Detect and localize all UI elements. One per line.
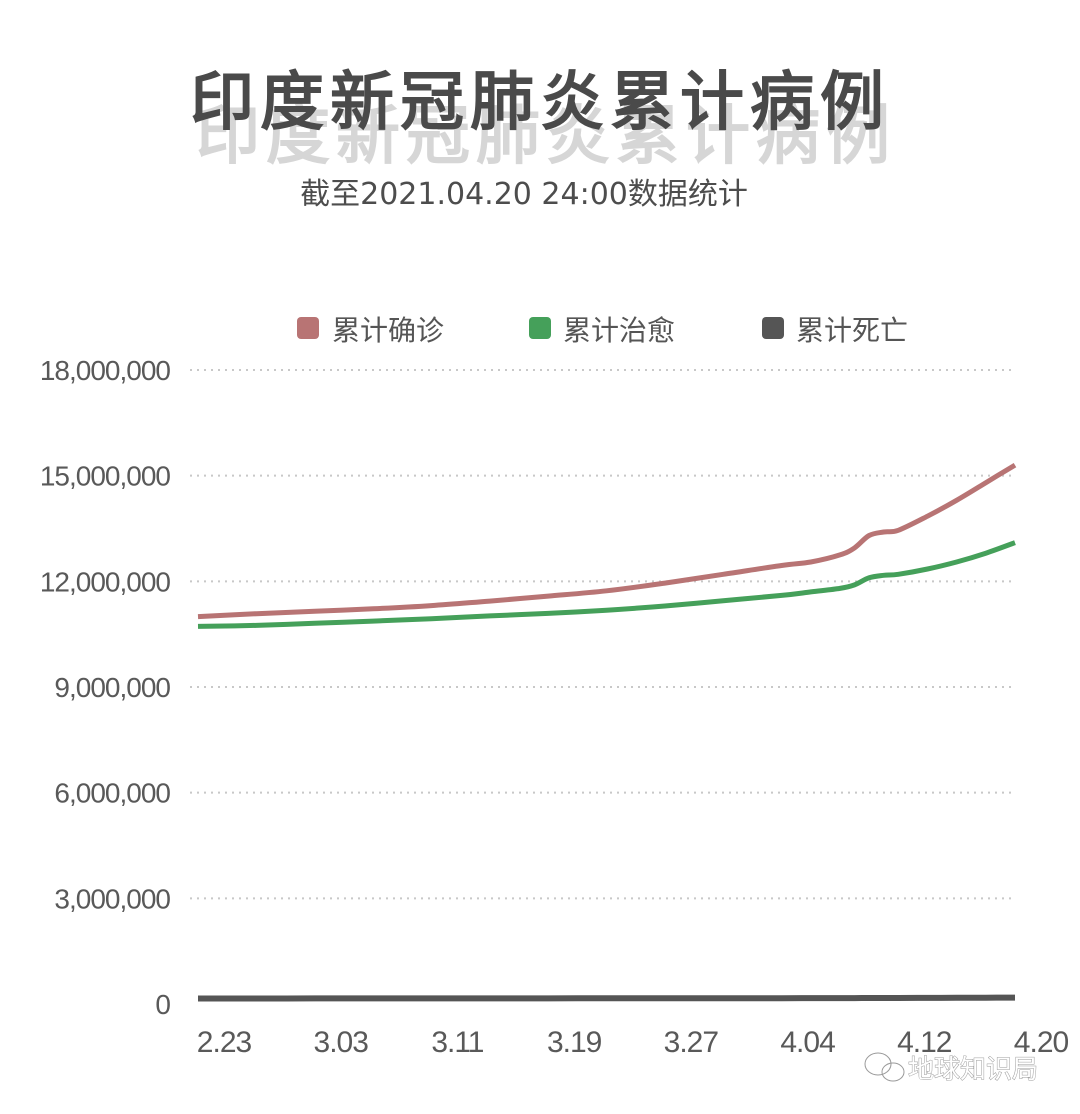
y-axis-ticks: 0 3,000,000 6,000,000 9,000,000 12,000,000 15…: [40, 355, 172, 1020]
y-tick-label: 3,000,000: [54, 883, 170, 914]
series-line-confirmed: [197, 462, 1017, 620]
legend-label-confirmed: 累计确诊: [332, 314, 444, 347]
series-line-deaths: [198, 994, 1016, 1002]
chart-subtitle: 截至2021.04.20 24:00数据统计: [300, 177, 748, 212]
x-tick-label: 4.20: [1014, 1026, 1069, 1059]
legend-label-recovered: 累计治愈: [563, 314, 675, 347]
y-tick-label: 12,000,000: [40, 566, 171, 597]
legend-swatch-deaths: [762, 317, 784, 339]
y-tick-label: 6,000,000: [54, 778, 170, 809]
y-tick-label: 0: [155, 989, 170, 1020]
series-lines: [197, 462, 1017, 1002]
x-tick-label: 3.03: [314, 1026, 369, 1059]
x-tick-label: 3.19: [547, 1026, 602, 1059]
x-tick-label: 3.27: [664, 1026, 719, 1059]
chart-title: 印度新冠肺炎累计病例: [190, 66, 890, 140]
wechat-icon: [863, 1051, 906, 1083]
gridlines: [190, 369, 1015, 900]
chart-title-shadow: 印度新冠肺炎累计病例: [196, 100, 896, 174]
x-tick-label: 2.23: [197, 1026, 252, 1059]
series-line-recovered: [197, 540, 1016, 629]
legend-swatch-confirmed: [297, 317, 319, 339]
y-tick-label: 18,000,000: [40, 355, 171, 386]
watermark-text: 地球知识局: [908, 1055, 1038, 1085]
x-tick-label: 3.11: [431, 1026, 483, 1059]
x-tick-label: 4.04: [780, 1026, 835, 1059]
legend: 累计确诊 累计治愈 累计死亡: [297, 314, 908, 347]
y-tick-label: 15,000,000: [40, 461, 171, 492]
legend-swatch-recovered: [529, 317, 551, 339]
x-axis-ticks: 2.23 3.03 3.11 3.19 3.27 4.04 4.12 4.20: [197, 1026, 1070, 1059]
watermark: 地球知识局: [863, 1051, 1039, 1086]
y-tick-label: 9,000,000: [54, 672, 170, 703]
x-tick-label: 4.12: [897, 1026, 952, 1059]
legend-label-deaths: 累计死亡: [796, 314, 908, 347]
